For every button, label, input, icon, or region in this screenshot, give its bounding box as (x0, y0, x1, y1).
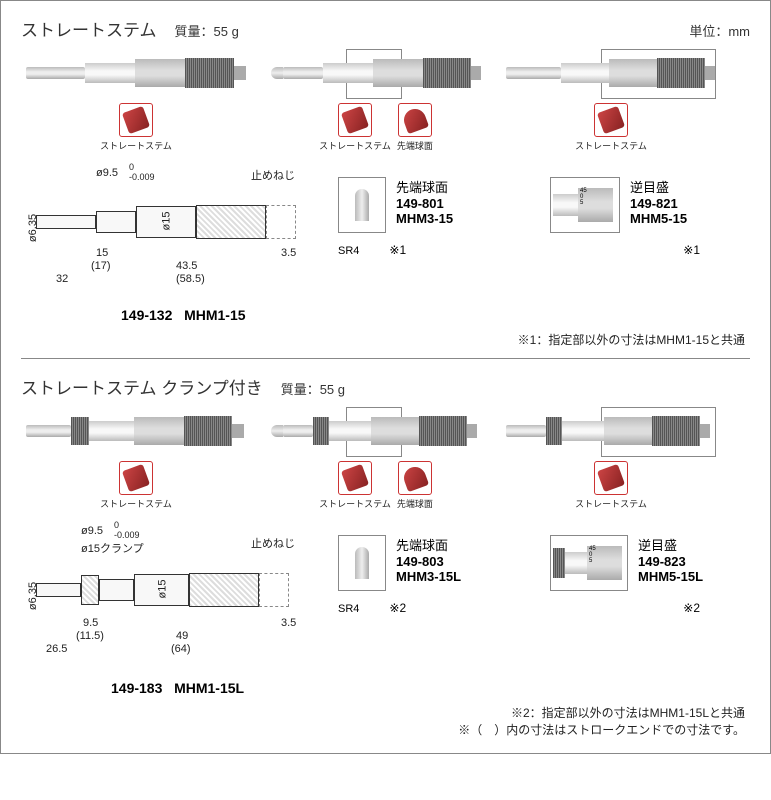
dim-tolerance: 0 -0.009 (129, 162, 155, 182)
icon-straight-stem: ストレートステム (100, 461, 172, 510)
dim-sleeve-dia: ø9.5 (96, 167, 118, 179)
variant-detail-2: 4505 逆目盛 149-823 MHM5-15L ※2 (550, 525, 750, 615)
dim-3p: (64) (171, 643, 191, 655)
technical-drawing: ø6.35 ø9.5 0 -0.009 ø15クランプ 止めねじ ø15 9.5… (21, 525, 326, 675)
detail-info: 逆目盛 149-821 MHM5-15 (630, 177, 687, 226)
dim-4: 3.5 (281, 247, 296, 259)
icon-sphere-tip: 先端球面 (397, 103, 433, 152)
note-ref: ※2 (683, 601, 700, 615)
note-ref: ※1 (389, 243, 406, 257)
section-title: ストレートステム (21, 16, 157, 41)
dim-sleeve-dia: ø9.5 (81, 525, 103, 537)
icon-row: ストレートステム 先端球面 (319, 103, 433, 152)
stem-icon (338, 461, 372, 495)
mass-label: 質量：55 g (281, 379, 345, 398)
dim-2: 26.5 (46, 643, 67, 655)
variant-detail-2: 4505 逆目盛 149-821 MHM5-15 ※1 (550, 167, 750, 257)
detail-tip-image (338, 177, 386, 233)
micrometer-image (26, 49, 246, 97)
variant-1: ストレートステム 先端球面 (266, 49, 486, 152)
icon-straight-stem: ストレートステム (319, 103, 391, 152)
icon-row: ストレートステム (575, 461, 647, 510)
icon-sphere-tip: 先端球面 (397, 461, 433, 510)
page: ストレートステム 質量：55 g 単位：mm ストレートステム (0, 0, 771, 754)
detail-row: ø6.35 ø9.5 0 -0.009 止めねじ ø15 15 (17) 32 … (21, 167, 750, 302)
detail-scale-image: 4505 (550, 535, 628, 591)
detail-info: 先端球面 149-801 MHM3-15 (396, 177, 453, 226)
sphere-icon (398, 461, 432, 495)
section-straight-stem-clamp: ストレートステム クランプ付き 質量：55 g ストレートステム (21, 374, 750, 738)
tip-radius: SR4 (338, 603, 359, 615)
detail-row: ø6.35 ø9.5 0 -0.009 ø15クランプ 止めねじ ø15 9.5… (21, 525, 750, 675)
dim-1p: (11.5) (76, 630, 104, 642)
stem-icon (119, 103, 153, 137)
footnote: ※1：指定部以外の寸法はMHM1-15と共通 (21, 331, 745, 348)
stem-icon (338, 103, 372, 137)
mass-label: 質量：55 g (175, 21, 239, 40)
icon-row: ストレートステム 先端球面 (319, 461, 433, 510)
variant-2: ストレートステム (501, 49, 721, 152)
variant-1: ストレートステム 先端球面 (266, 407, 486, 510)
dim-1p: (17) (91, 260, 111, 272)
icon-row: ストレートステム (100, 461, 172, 510)
note-ref: ※1 (683, 243, 700, 257)
dim-4: 3.5 (281, 617, 296, 629)
dim-3p: (58.5) (176, 273, 205, 285)
lock-label: 止めねじ (251, 167, 295, 183)
main-product: ストレートステム (21, 407, 251, 510)
lock-label: 止めねじ (251, 535, 295, 551)
clamp-label: ø15クランプ (81, 540, 144, 556)
product-row: ストレートステム ストレートステ (21, 407, 750, 510)
dim-1: 15 (96, 247, 108, 259)
icon-straight-stem: ストレートステム (100, 103, 172, 152)
dim-2: 32 (56, 273, 68, 285)
section-header: ストレートステム クランプ付き 質量：55 g (21, 374, 750, 399)
main-model-label: 149-183 MHM1-15L (111, 680, 750, 696)
icon-straight-stem: ストレートステム (575, 103, 647, 152)
detail-info: 先端球面 149-803 MHM3-15L (396, 535, 461, 584)
section-title: ストレートステム クランプ付き (21, 374, 263, 399)
icon-straight-stem: ストレートステム (319, 461, 391, 510)
dim-1: 9.5 (83, 617, 98, 629)
tip-radius: SR4 (338, 245, 359, 257)
main-product: ストレートステム (21, 49, 251, 152)
section-header: ストレートステム 質量：55 g 単位：mm (21, 16, 750, 41)
footnote: ※2：指定部以外の寸法はMHM1-15Lと共通 ※（ ）内の寸法はストロークエン… (21, 704, 745, 738)
sphere-icon (398, 103, 432, 137)
variant-2: ストレートステム (501, 407, 721, 510)
variant-detail-1: 先端球面 149-803 MHM3-15L SR4 ※2 (338, 525, 538, 615)
icon-row: ストレートステム (100, 103, 172, 152)
icon-straight-stem: ストレートステム (575, 461, 647, 510)
detail-tip-image (338, 535, 386, 591)
variant-detail-1: 先端球面 149-801 MHM3-15 SR4 ※1 (338, 167, 538, 257)
stem-icon (119, 461, 153, 495)
technical-drawing: ø6.35 ø9.5 0 -0.009 止めねじ ø15 15 (17) 32 … (21, 167, 326, 302)
section-straight-stem: ストレートステム 質量：55 g 単位：mm ストレートステム (21, 16, 750, 359)
stem-icon (594, 461, 628, 495)
dim-3: 49 (176, 630, 188, 642)
note-ref: ※2 (389, 601, 406, 615)
stem-icon (594, 103, 628, 137)
unit-label: 単位：mm (689, 21, 750, 40)
micrometer-image (26, 407, 246, 455)
detail-info: 逆目盛 149-823 MHM5-15L (638, 535, 703, 584)
dim-3: 43.5 (176, 260, 197, 272)
main-model-label: 149-132 MHM1-15 (121, 307, 750, 323)
icon-row: ストレートステム (575, 103, 647, 152)
dim-tolerance: 0 -0.009 (114, 520, 140, 540)
product-row: ストレートステム ストレートステム (21, 49, 750, 152)
detail-scale-image: 4505 (550, 177, 620, 233)
